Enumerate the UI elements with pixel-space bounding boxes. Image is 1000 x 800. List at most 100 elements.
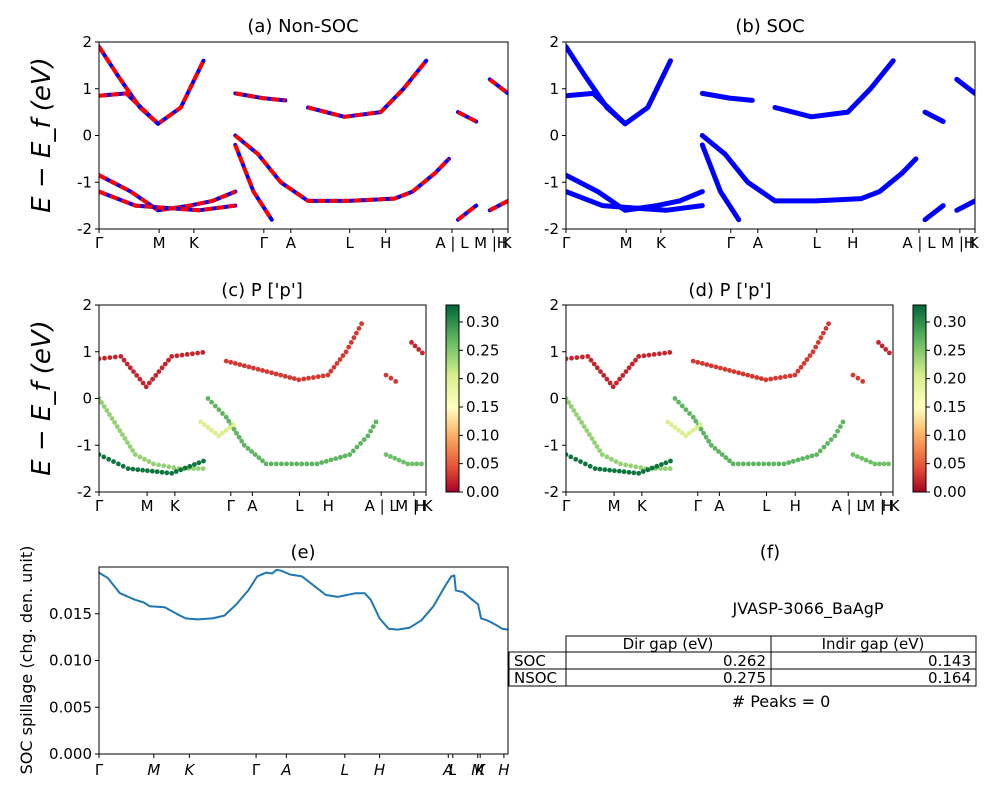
projection-point — [409, 340, 414, 345]
projection-point — [693, 418, 699, 424]
projection-point — [832, 433, 838, 439]
projection-point — [580, 354, 585, 360]
projection-point — [585, 354, 591, 359]
projection-point — [823, 326, 829, 331]
projection-point — [810, 349, 816, 355]
panel-b-xtick-label: Γ — [562, 234, 571, 252]
projection-point — [640, 469, 646, 474]
projection-point — [145, 468, 150, 474]
energy-ylabel-top: E − E_f (eV) — [27, 57, 57, 213]
projection-point — [101, 454, 107, 460]
projection-point — [736, 370, 741, 376]
band-line-nonsoc — [457, 110, 478, 124]
projection-point — [855, 454, 860, 459]
projection-point — [143, 384, 149, 390]
band-line-nonsoc — [456, 204, 478, 222]
projection-point — [124, 361, 130, 367]
projection-point — [228, 359, 234, 365]
projection-point — [626, 365, 632, 371]
panel-c-ytick-label: -1 — [77, 436, 92, 454]
projection-point — [354, 444, 360, 450]
projection-point — [687, 430, 692, 436]
projection-point — [182, 465, 188, 471]
panel-c-ytick-label: -2 — [77, 483, 92, 501]
projection-point — [620, 373, 626, 378]
projection-point — [130, 448, 136, 453]
projection-point — [623, 369, 629, 374]
panel-e-ytick-label: 0.015 — [49, 605, 92, 623]
panel-e-xtick-label: H — [374, 761, 385, 779]
colorbar-tick-label: 0.05 — [933, 455, 966, 473]
projection-point — [269, 370, 274, 376]
projection-point — [405, 461, 411, 467]
projection-point — [587, 463, 593, 469]
projection-point — [147, 380, 152, 386]
projection-point — [672, 425, 678, 430]
colorbar-tick-label: 0.20 — [466, 370, 499, 388]
projection-point — [695, 359, 701, 365]
panel-b-xtick-label: M | K — [941, 234, 980, 252]
projection-point — [383, 452, 389, 457]
projection-point — [629, 361, 635, 367]
projection-point — [581, 424, 587, 429]
projection-point — [166, 357, 171, 363]
projection-point — [804, 357, 810, 362]
projection-point — [826, 321, 831, 327]
projection-point — [568, 404, 574, 409]
projection-point — [256, 455, 262, 461]
projection-point — [140, 467, 146, 473]
projection-point — [273, 371, 279, 377]
panel-d-xtick-label: A — [714, 497, 725, 515]
projection-point — [118, 354, 124, 359]
gap-table: Dir gap (eV) Indir gap (eV) SOC 0.262 0.… — [508, 635, 977, 687]
projection-point — [763, 377, 769, 383]
panel-d-plot — [566, 321, 892, 476]
table-header-indir: Indir gap (eV) — [822, 635, 925, 653]
projection-point — [111, 459, 116, 464]
panel-b-ytick-label: -2 — [544, 220, 559, 238]
projection-point — [350, 448, 356, 454]
spillage-line — [98, 568, 509, 631]
projection-point — [735, 461, 741, 467]
projection-point — [192, 462, 197, 467]
projection-point — [683, 407, 689, 413]
projection-point — [679, 403, 685, 409]
projection-point — [149, 468, 155, 474]
projection-point — [860, 379, 866, 384]
projection-point — [268, 461, 274, 467]
projection-point — [636, 354, 642, 359]
projection-point — [825, 441, 830, 446]
projection-point — [835, 428, 840, 434]
projection-point — [195, 350, 201, 356]
projection-point — [216, 433, 222, 439]
projection-point — [314, 461, 320, 467]
projection-point — [654, 463, 660, 469]
projection-point — [347, 452, 353, 457]
projection-point — [766, 461, 772, 467]
projection-point — [171, 465, 177, 471]
table-row-nsoc-label: NSOC — [514, 669, 557, 687]
projection-point — [351, 335, 357, 341]
projection-point — [837, 424, 843, 429]
projection-point — [676, 399, 681, 405]
projection-point — [125, 440, 130, 445]
projection-point — [150, 376, 156, 382]
panel-c-title: (c) P ['p'] — [221, 280, 303, 301]
panel-a-xtick-label: K — [189, 234, 200, 252]
projection-point — [127, 444, 133, 449]
panel-e-plot — [98, 568, 509, 631]
projection-point — [658, 466, 663, 471]
band-line — [306, 58, 429, 119]
projection-point — [886, 461, 891, 467]
projection-point — [161, 463, 167, 469]
panel-c-xtick-label: Γ — [227, 497, 236, 515]
projection-point — [662, 466, 668, 471]
band-line — [954, 76, 975, 96]
projection-point — [154, 469, 160, 475]
projection-point — [618, 461, 623, 467]
energy-ylabel-middle: E − E_f (eV) — [27, 320, 57, 476]
projection-point — [388, 375, 394, 381]
projection-point — [617, 376, 622, 382]
band-line — [566, 44, 673, 127]
projection-point — [746, 461, 751, 467]
